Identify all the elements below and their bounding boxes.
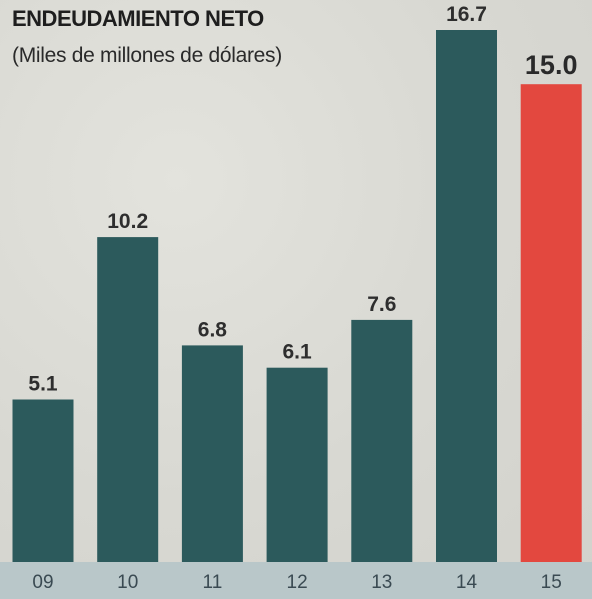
bar-12 xyxy=(266,367,328,562)
value-label-14: 16.7 xyxy=(446,3,487,26)
bar-14 xyxy=(436,30,497,562)
value-label-11: 6.8 xyxy=(198,318,228,341)
tick-label-12: 12 xyxy=(287,572,308,593)
value-labels-group: 5.1 10.2 6.8 6.1 7.6 16.7 15.0 xyxy=(28,3,577,396)
value-label-13: 7.6 xyxy=(367,293,396,316)
tick-label-14: 14 xyxy=(456,572,478,593)
tick-label-10: 10 xyxy=(117,572,138,593)
chart-title: ENDEUDAMIENTO NETO xyxy=(12,6,264,31)
chart-subtitle: (Miles de millones de dólares) xyxy=(12,44,282,67)
x-axis-band xyxy=(0,562,592,599)
value-label-12: 6.1 xyxy=(282,341,312,364)
value-label-15: 15.0 xyxy=(525,50,578,80)
bars-group xyxy=(12,30,582,562)
tick-label-11: 11 xyxy=(203,572,223,593)
bar-09 xyxy=(12,399,74,562)
bar-10 xyxy=(97,237,159,562)
tick-label-09: 09 xyxy=(32,572,53,593)
bar-11 xyxy=(181,345,243,562)
value-label-09: 5.1 xyxy=(28,373,58,396)
value-label-10: 10.2 xyxy=(107,210,148,233)
bar-15 xyxy=(520,84,582,562)
tick-label-13: 13 xyxy=(371,572,392,593)
bar-13 xyxy=(351,319,413,562)
tick-label-15: 15 xyxy=(541,572,562,593)
tick-labels-group: 09 10 11 12 13 14 15 xyxy=(32,572,561,593)
